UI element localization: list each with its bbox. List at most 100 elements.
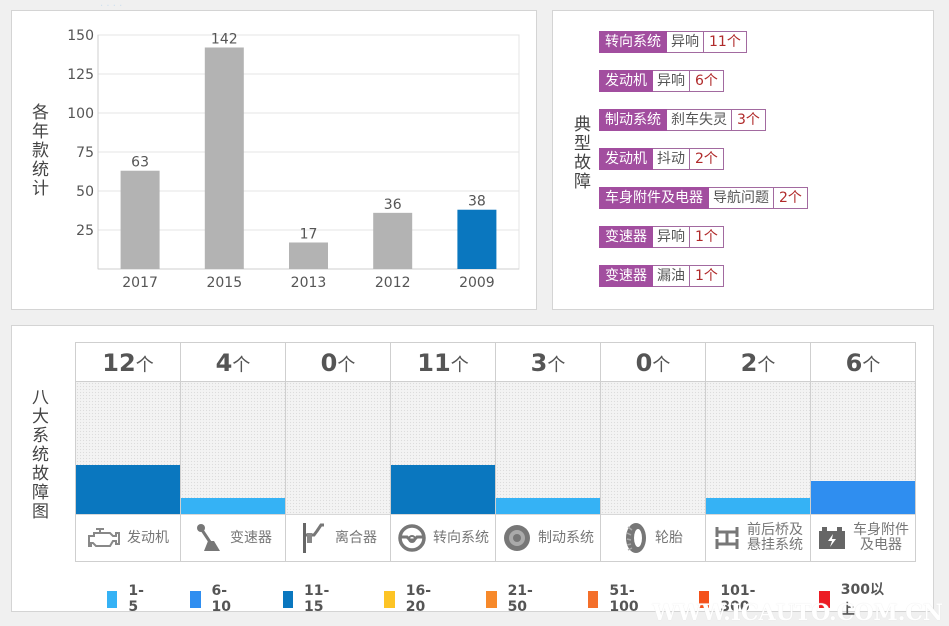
system-count: 11 bbox=[417, 349, 451, 377]
x-tick-label: 2013 bbox=[291, 275, 327, 291]
bar-value-label: 142 bbox=[211, 31, 238, 47]
system-bar bbox=[811, 481, 915, 514]
engine-icon bbox=[87, 525, 121, 551]
fault-item: 制动系统 刹车失灵 3个 bbox=[599, 109, 766, 131]
eight-systems-label: 八大系统故障图 bbox=[28, 388, 48, 521]
system-label-cell: 发动机 bbox=[76, 515, 180, 561]
year-stats-chart: 25 50 75 100 125 150 63 2017 142 2015 17 2013 36 2012… bbox=[67, 28, 520, 291]
legend-item: 6-10 bbox=[190, 579, 244, 619]
system-column: 11个 转向系统 bbox=[391, 343, 496, 561]
system-column: 4个 变速器 bbox=[181, 343, 286, 561]
y-tick-label: 100 bbox=[67, 106, 94, 122]
system-column: 0个 轮胎 bbox=[601, 343, 706, 561]
bar-2009 bbox=[457, 209, 497, 269]
fault-count-tag: 2个 bbox=[690, 148, 724, 170]
fault-system-tag: 制动系统 bbox=[599, 109, 667, 131]
fault-system-tag: 车身附件及电器 bbox=[599, 187, 709, 209]
year-stats-panel: 各年款统计 25 50 75 100 125 150 63 2017 142 2015 17 2013… bbox=[11, 10, 537, 310]
fault-type-tag: 刹车失灵 bbox=[667, 109, 732, 131]
legend-swatch bbox=[587, 590, 599, 608]
system-count-header: 3个 bbox=[496, 343, 600, 382]
legend-swatch bbox=[486, 590, 497, 608]
system-count-header: 4个 bbox=[181, 343, 285, 382]
system-bar-area bbox=[391, 382, 495, 515]
system-count: 3 bbox=[530, 349, 548, 377]
legend-swatch bbox=[699, 590, 710, 608]
fault-item: 变速器 漏油 1个 bbox=[599, 265, 724, 287]
legend-label: 51-100 bbox=[609, 583, 639, 615]
brake-disc-icon bbox=[502, 523, 532, 553]
y-tick-label: 150 bbox=[67, 28, 94, 44]
watermark: WWW.ICAUTO.COM.CN bbox=[652, 600, 943, 626]
legend-swatch bbox=[190, 590, 201, 608]
fault-item: 变速器 异响 1个 bbox=[599, 226, 724, 248]
legend-swatch bbox=[819, 590, 830, 608]
fault-system-tag: 变速器 bbox=[599, 226, 653, 248]
system-bar-area bbox=[706, 382, 810, 515]
legend-item: 21-50 bbox=[486, 579, 550, 619]
legend-swatch bbox=[107, 590, 118, 608]
bar-2013 bbox=[289, 242, 328, 269]
fault-item: 转向系统 异响 11个 bbox=[599, 31, 747, 53]
y-tick-label: 125 bbox=[67, 67, 94, 83]
legend-item: 300以上 bbox=[819, 579, 895, 619]
system-column: 0个 离合器 bbox=[286, 343, 391, 561]
system-count-header: 12个 bbox=[76, 343, 180, 382]
y-tick-label: 50 bbox=[76, 184, 94, 200]
count-unit: 个 bbox=[450, 355, 469, 376]
fault-count-tag: 2个 bbox=[774, 187, 808, 209]
system-name: 前后桥及 悬挂系统 bbox=[747, 522, 803, 553]
bar-2015 bbox=[204, 47, 244, 270]
system-name: 发动机 bbox=[127, 529, 169, 546]
system-label-cell: 前后桥及 悬挂系统 bbox=[706, 515, 810, 561]
legend-label: 1-5 bbox=[128, 583, 144, 615]
count-unit: 个 bbox=[232, 355, 251, 376]
legend-swatch bbox=[282, 590, 294, 608]
fault-item: 车身附件及电器 导航问题 2个 bbox=[599, 187, 808, 209]
fault-type-tag: 漏油 bbox=[653, 265, 690, 287]
faded-header-text: · · · · bbox=[100, 1, 123, 12]
legend-swatch bbox=[384, 590, 395, 608]
fault-type-tag: 异响 bbox=[653, 226, 690, 248]
system-name: 制动系统 bbox=[538, 529, 594, 546]
legend-label: 6-10 bbox=[211, 583, 232, 615]
system-count-header: 2个 bbox=[706, 343, 810, 382]
fault-count-tag: 3个 bbox=[732, 109, 766, 131]
fault-type-tag: 异响 bbox=[667, 31, 704, 53]
system-column: 2个前后桥及 悬挂系统 bbox=[706, 343, 811, 561]
system-bar-area bbox=[811, 382, 915, 515]
fault-system-tag: 变速器 bbox=[599, 265, 653, 287]
system-bar bbox=[496, 497, 600, 514]
count-unit: 个 bbox=[135, 355, 154, 376]
legend-item: 1-5 bbox=[107, 579, 152, 619]
legend-item: 11-15 bbox=[282, 579, 347, 619]
system-count-header: 0个 bbox=[286, 343, 390, 382]
system-count: 6 bbox=[845, 349, 863, 377]
fault-count-tag: 11个 bbox=[704, 31, 747, 53]
system-count: 0 bbox=[635, 349, 653, 377]
fault-system-tag: 转向系统 bbox=[599, 31, 667, 53]
count-unit: 个 bbox=[862, 355, 881, 376]
system-label-cell: 制动系统 bbox=[496, 515, 600, 561]
system-count-header: 6个 bbox=[811, 343, 915, 382]
system-count: 0 bbox=[320, 349, 338, 377]
system-count: 4 bbox=[215, 349, 233, 377]
axle-suspension-icon bbox=[713, 524, 741, 552]
steering-wheel-icon bbox=[397, 523, 427, 553]
tire-icon bbox=[623, 521, 649, 555]
legend-label: 16-20 bbox=[405, 583, 432, 615]
clutch-icon bbox=[299, 521, 329, 555]
fault-system-tag: 发动机 bbox=[599, 70, 653, 92]
fault-type-tag: 异响 bbox=[653, 70, 690, 92]
fault-count-tag: 1个 bbox=[690, 226, 724, 248]
system-bar bbox=[706, 497, 810, 514]
system-bar bbox=[181, 497, 285, 514]
system-column: 3个制动系统 bbox=[496, 343, 601, 561]
bar-2017 bbox=[120, 170, 160, 269]
system-count-header: 0个 bbox=[601, 343, 705, 382]
system-column: 6个 车身附件 及电器 bbox=[811, 343, 915, 561]
typical-faults-label: 典型故障 bbox=[570, 115, 590, 191]
system-count: 2 bbox=[740, 349, 758, 377]
y-tick-label: 75 bbox=[76, 145, 94, 161]
fault-item: 发动机 抖动 2个 bbox=[599, 148, 724, 170]
